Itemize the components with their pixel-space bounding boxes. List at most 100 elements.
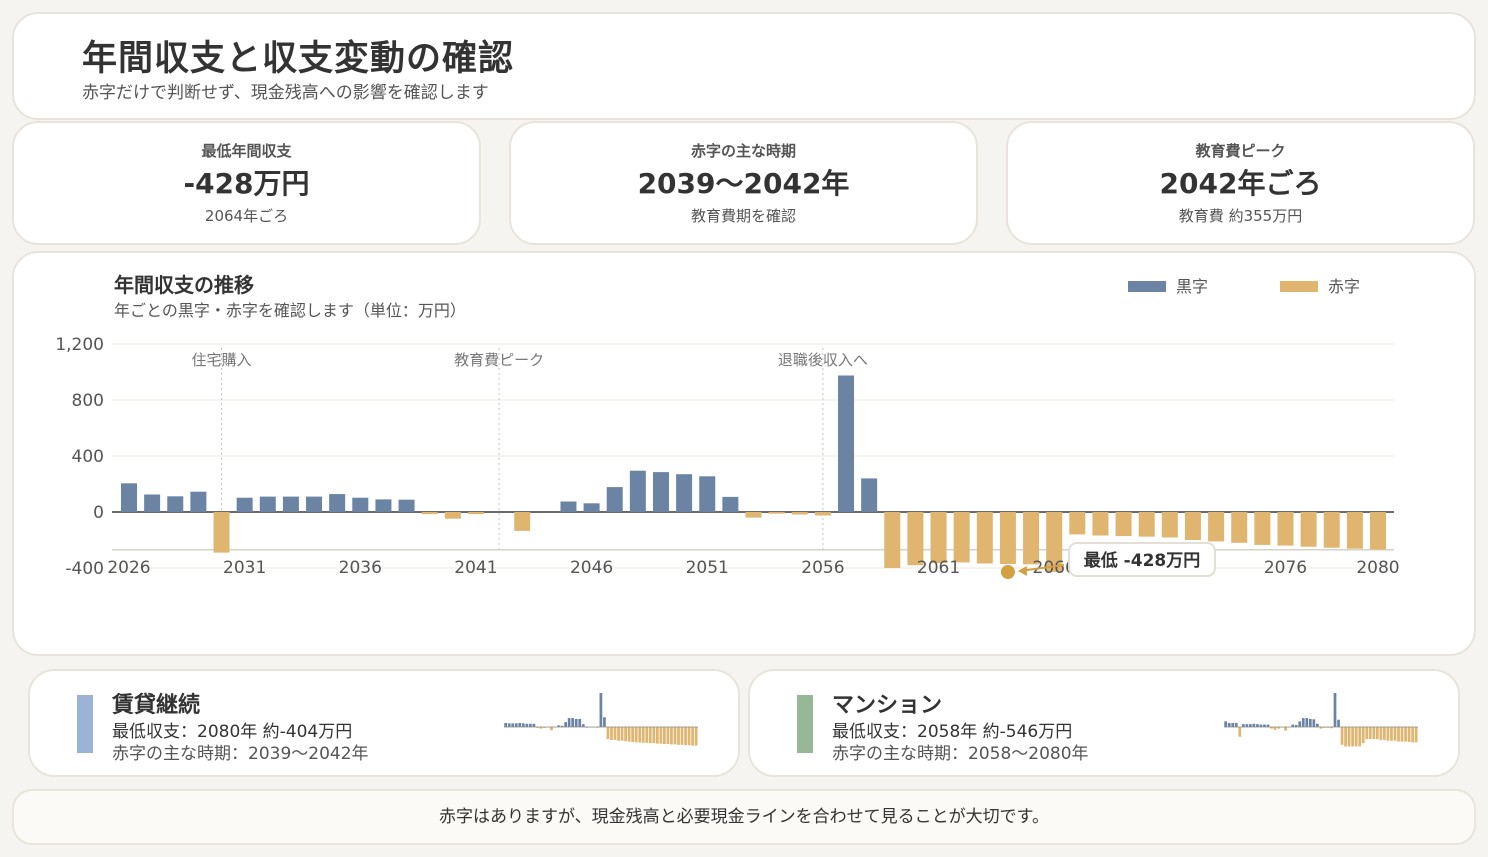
bar-2027: [144, 494, 161, 512]
x-tick-label: 2061: [917, 558, 960, 578]
kpi-note: 2064年ごろ: [204, 207, 289, 225]
bar-2061: [930, 512, 947, 564]
spark-bar: [652, 727, 656, 744]
x-tick-label: 2026: [107, 558, 150, 578]
scenario-card-condo: マンション 最低収支：2058年 約-546万円 赤字の主な時期：2058〜20…: [748, 669, 1460, 777]
spark-bar: [641, 727, 645, 743]
spark-bar: [1263, 724, 1266, 727]
bar-2066: [1046, 512, 1063, 572]
spark-bar: [539, 727, 543, 729]
spark-bar: [560, 725, 564, 727]
spark-bar: [1319, 727, 1323, 729]
spark-bar: [1291, 724, 1295, 727]
spark-bar: [557, 725, 560, 727]
bar-2049: [652, 472, 669, 512]
bar-2032: [259, 496, 276, 512]
scenario-min-balance: 最低収支：2080年 約-404万円: [112, 722, 353, 742]
spark-bar: [581, 724, 585, 727]
bar-2075: [1254, 512, 1271, 545]
spark-bar: [528, 723, 532, 727]
spark-bar: [613, 727, 617, 740]
min-point-marker: [1000, 565, 1015, 579]
spark-bar: [1400, 727, 1404, 742]
spark-bar: [1298, 721, 1302, 727]
bar-2064: [999, 512, 1016, 565]
spark-bar: [1344, 727, 1347, 747]
spark-bar: [521, 723, 525, 727]
spark-bar: [525, 723, 529, 727]
spark-bar: [1372, 727, 1376, 740]
spark-bar: [1354, 727, 1358, 747]
kpi-value: 2042年ごろ: [1159, 167, 1322, 200]
spark-bar: [1347, 727, 1351, 747]
legend-label-deficit: 赤字: [1328, 277, 1360, 296]
spark-bar: [1259, 724, 1263, 727]
spark-bar: [620, 727, 624, 741]
spark-bar: [1407, 727, 1411, 742]
spark-bar: [1323, 727, 1326, 728]
bar-2026: [121, 483, 137, 512]
kpi-card-deficit-period: 赤字の主な時期 2039〜2042年 教育費期を確認: [509, 121, 978, 245]
spark-bar: [677, 727, 680, 745]
bar-2063: [976, 512, 993, 564]
bar-2068: [1092, 512, 1109, 536]
scenario-sparkline: [1224, 693, 1418, 747]
spark-bar: [1312, 719, 1316, 727]
kpi-value: -428万円: [183, 167, 310, 200]
y-tick-label: -400: [65, 559, 104, 579]
bar-2052: [722, 496, 739, 512]
bar-2028: [167, 496, 184, 512]
y-tick-label: 1,200: [55, 335, 104, 355]
scenario-card-rental: 賃貸継続 最低収支：2080年 約-404万円 赤字の主な時期：2039〜204…: [28, 669, 740, 777]
annotation-label: 教育費ピーク: [454, 351, 544, 369]
bar-2079: [1346, 512, 1363, 549]
spark-bar: [663, 727, 666, 744]
spark-bar: [1266, 724, 1270, 727]
bar-2059: [884, 512, 901, 568]
bar-2065: [1023, 512, 1040, 565]
x-tick-label: 2080: [1356, 558, 1399, 578]
chart-card: 年間収支の推移 年ごとの黒字・赤字を確認します（単位：万円） 黒字 赤字 -40…: [12, 251, 1476, 656]
bar-2043: [514, 512, 531, 531]
x-tick-label: 2046: [570, 558, 613, 578]
spark-bar: [691, 727, 694, 746]
spark-bar: [606, 727, 610, 740]
scenario-title: 賃貸継続: [112, 693, 201, 718]
bar-2056: [814, 512, 831, 516]
spark-bar: [1224, 721, 1228, 727]
spark-bar: [1234, 722, 1238, 727]
spark-bar: [1270, 727, 1273, 729]
spark-bar: [596, 727, 599, 728]
bar-2072: [1184, 512, 1201, 540]
spark-bar: [543, 727, 546, 728]
spark-bar: [1390, 727, 1393, 741]
spark-bar: [504, 722, 508, 727]
spark-bar: [1238, 727, 1242, 737]
spark-bar: [1368, 727, 1372, 740]
kpi-note: 教育費期を確認: [690, 207, 796, 225]
bar-2040: [444, 512, 461, 519]
spark-bar: [1358, 727, 1362, 747]
spark-bar: [1361, 727, 1365, 744]
spark-bar: [1411, 727, 1414, 743]
x-tick-label: 2051: [686, 558, 729, 578]
x-tick-label: 2066: [1033, 558, 1076, 578]
spark-bar: [645, 727, 649, 743]
scenario-min-balance: 最低収支：2058年 約-546万円: [832, 722, 1073, 742]
bar-2039: [421, 512, 438, 515]
spark-bar: [1305, 718, 1309, 727]
bar-2050: [676, 474, 693, 512]
spark-bar: [634, 727, 638, 743]
spark-bar: [567, 718, 571, 727]
kpi-card-education-peak: 教育費ピーク 2042年ごろ 教育費 約355万円: [1006, 121, 1475, 245]
spark-bar: [518, 722, 522, 727]
bar-2073: [1208, 512, 1225, 542]
scenario-sparkline: [504, 693, 698, 746]
scenario-color-bar: [77, 695, 93, 753]
spark-bar: [631, 727, 635, 742]
spark-bar: [532, 723, 536, 727]
spark-bar: [624, 727, 627, 742]
min-label-box: [1068, 542, 1216, 577]
spark-bar: [627, 727, 631, 742]
bar-2041: [467, 512, 484, 515]
